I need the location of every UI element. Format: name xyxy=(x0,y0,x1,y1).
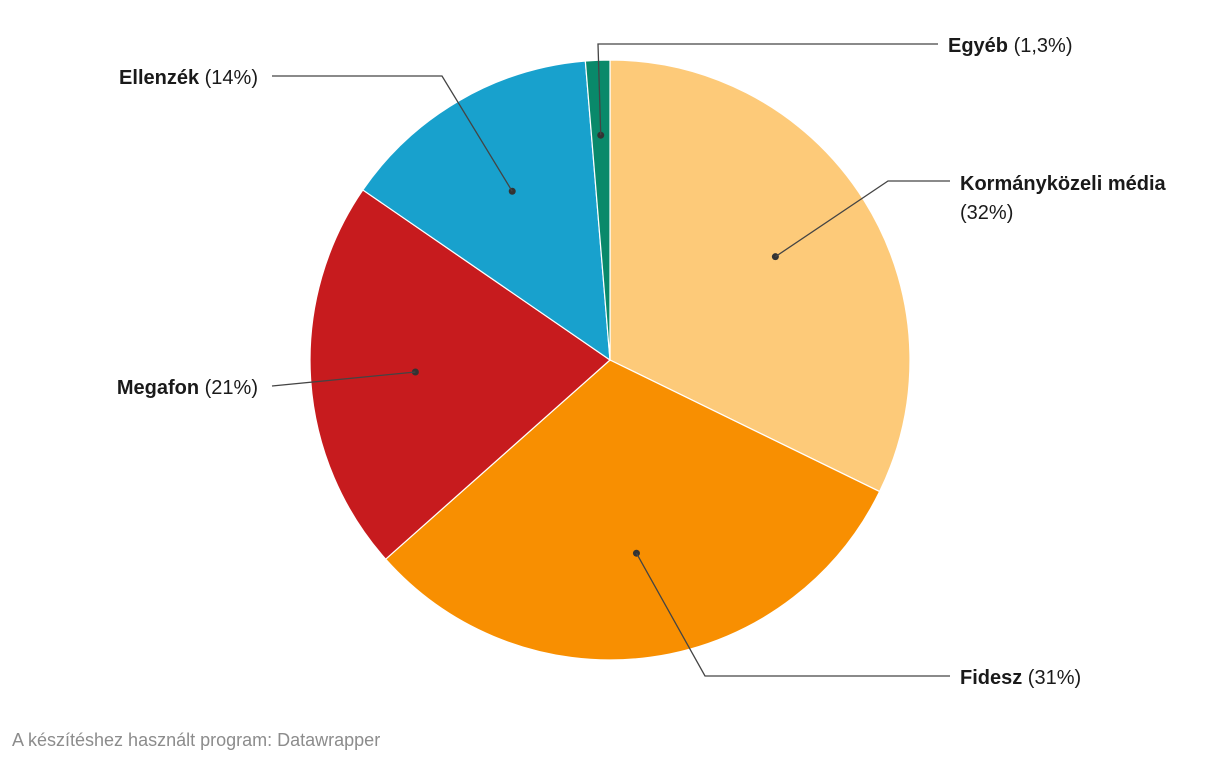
slice-name: Egyéb xyxy=(948,35,1008,57)
slice-label-kormanykozeli-media: Kormányközeli média (32%) xyxy=(960,173,1167,224)
slice-name: Megafon xyxy=(117,377,199,399)
slice-name: Fidesz xyxy=(960,667,1022,689)
leader-line-megafon xyxy=(271,371,416,387)
slice-name: Ellenzék xyxy=(119,67,200,89)
slice-label-fidesz: Fidesz (31%) xyxy=(960,667,1081,689)
pie-slice-megafon xyxy=(309,189,611,561)
slice-label-megafon: Megafon (21%) xyxy=(117,377,258,399)
leader-line-ellenzek xyxy=(272,75,513,192)
pie-slice-kormanykozeli-media xyxy=(609,59,911,493)
slice-value: (31%) xyxy=(1022,667,1081,689)
leader-line-fidesz xyxy=(635,552,950,677)
slice-labels: Kormányközeli média (32%) Fidesz (31%) Mega… xyxy=(117,35,1167,689)
slice-label-egyeb: Egyéb (1,3%) xyxy=(948,35,1073,57)
leader-line-kormanykozeli-media xyxy=(775,180,950,258)
slice-value: (14%) xyxy=(199,67,258,89)
pie-slice-fidesz xyxy=(384,359,881,661)
pie-slices xyxy=(309,59,911,661)
slice-value: (1,3%) xyxy=(1008,35,1072,57)
pie-slice-ellenzek xyxy=(362,60,611,362)
slice-value: (32%) xyxy=(960,202,1013,224)
slice-name: Kormányközeli média xyxy=(960,173,1167,195)
leader-lines xyxy=(271,43,950,677)
leader-line-egyeb xyxy=(597,43,938,136)
footer-credit: A készítéshez használt program: Datawrap… xyxy=(12,730,381,750)
slice-value: (21%) xyxy=(199,377,258,399)
slice-label-ellenzek: Ellenzék (14%) xyxy=(119,67,258,89)
